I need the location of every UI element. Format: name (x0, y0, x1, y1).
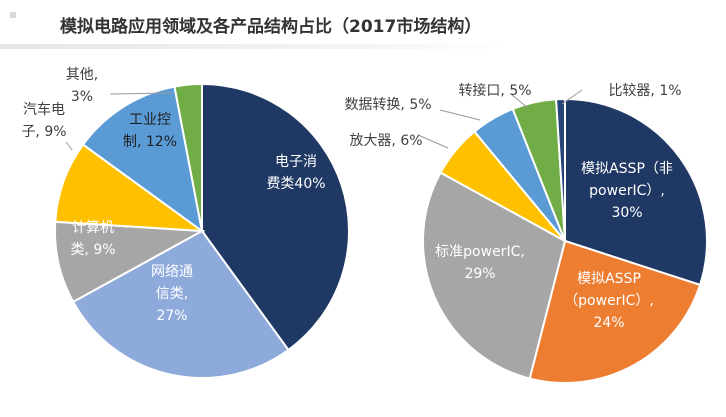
pie1-leader-4 (65, 141, 73, 151)
pie1-label-1: 电子消费类40% (266, 154, 325, 192)
pie2-slice-3 (422, 171, 567, 380)
title-underline (0, 44, 510, 49)
pie2-label-7: 比较器, 1% (608, 83, 681, 99)
pie1-label-5: 工业控制, 12% (123, 112, 177, 150)
pie1-slice-6 (173, 82, 203, 232)
pie1-slice-1 (201, 82, 350, 352)
pie2-leader-4 (417, 134, 449, 149)
chart-title: 模拟电路应用领域及各产品结构占比（2017市场结构） (60, 17, 482, 37)
pie2-leader-7 (561, 89, 583, 105)
pie1-label-4: 汽车电子, 9% (21, 101, 66, 140)
pie2-label-5: 数据转换, 5% (344, 96, 431, 113)
pie2-label-6: 转接口, 5% (458, 82, 531, 99)
pie2-slice-7 (555, 97, 566, 242)
pie1-leader-6 (109, 92, 173, 95)
pie1-label-6: 其他, 3% (66, 67, 98, 105)
pie1-slice-3 (54, 220, 206, 304)
pie2-leader-5 (439, 109, 481, 121)
pie2-label-1: 模拟ASSP（非 powerIC）, 30% (581, 161, 673, 221)
pie1-slice-5 (81, 85, 204, 234)
pie2-label-4: 放大器, 6% (349, 133, 422, 149)
pie1-slice-2 (71, 229, 290, 379)
pie1-slice-4 (54, 143, 206, 233)
pie2-slice-1 (564, 97, 708, 287)
title-marker (10, 12, 16, 18)
pie2-leader-6 (511, 94, 529, 109)
pie1-label-3: 计算机类, 9% (70, 220, 115, 258)
pie2-slice-2 (528, 239, 702, 384)
pie1-label-2: 网络通信类, 27% (151, 264, 193, 324)
pie2-label-2: 模拟ASSP （powerIC）, 24% (564, 271, 654, 331)
pie2-label-3: 标准powerIC, 29% (435, 244, 525, 282)
